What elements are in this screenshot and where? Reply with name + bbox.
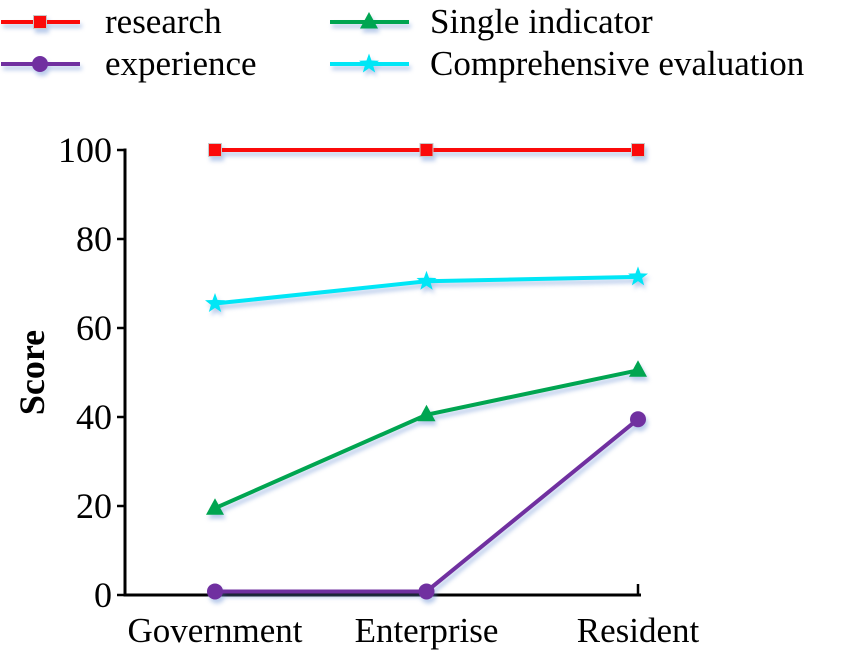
legend-item-experience: experience: [1, 44, 257, 84]
triangle-marker: [629, 360, 647, 377]
legend-label-research: research: [105, 2, 222, 41]
y-axis-title: Score: [12, 330, 52, 415]
square-marker: [631, 143, 645, 157]
square-marker: [208, 143, 222, 157]
circle-marker: [630, 411, 646, 428]
series-experience: [207, 411, 646, 600]
legend-swatch-research: [1, 15, 80, 29]
legend-label-single-indicator: Single indicator: [430, 2, 653, 41]
y-tick-label: 20: [76, 486, 112, 526]
y-tick-label: 60: [76, 308, 112, 348]
legend-swatch-experience: [1, 56, 80, 72]
y-tick-label: 40: [76, 397, 112, 437]
legend-label-experience: experience: [105, 44, 257, 83]
triangle-marker: [360, 12, 378, 29]
legend-item-research: research: [1, 2, 222, 42]
series-research: [208, 143, 645, 157]
star-marker: [416, 270, 437, 290]
x-category-label: Resident: [577, 611, 700, 650]
y-tick-label: 100: [58, 130, 112, 170]
triangle-marker: [417, 404, 436, 422]
series-single-indicator: [206, 360, 647, 515]
legend-label-comprehensive-evaluation: Comprehensive evaluation: [430, 44, 805, 83]
series-line: [214, 368, 639, 511]
x-category-label: Enterprise: [355, 611, 499, 650]
series-line: [215, 417, 640, 594]
star-marker: [205, 293, 225, 313]
series-comprehensive-evaluation: [205, 266, 648, 313]
legend-item-single-indicator: Single indicator: [330, 2, 653, 42]
y-tick-label: 80: [76, 219, 112, 259]
y-tick-label: 0: [94, 575, 112, 615]
triangle-marker: [206, 498, 224, 515]
circle-marker: [32, 56, 48, 72]
square-marker: [33, 15, 47, 29]
circle-marker: [207, 583, 223, 600]
star-marker: [628, 266, 648, 286]
square-marker: [419, 143, 434, 157]
legend-swatch-comprehensive-evaluation: [330, 53, 409, 73]
circle-marker: [418, 583, 435, 600]
star-marker: [359, 53, 379, 73]
x-category-label: Government: [128, 611, 303, 650]
legend-swatch-single-indicator: [330, 12, 409, 29]
legend-item-comprehensive-evaluation: Comprehensive evaluation: [330, 44, 804, 84]
